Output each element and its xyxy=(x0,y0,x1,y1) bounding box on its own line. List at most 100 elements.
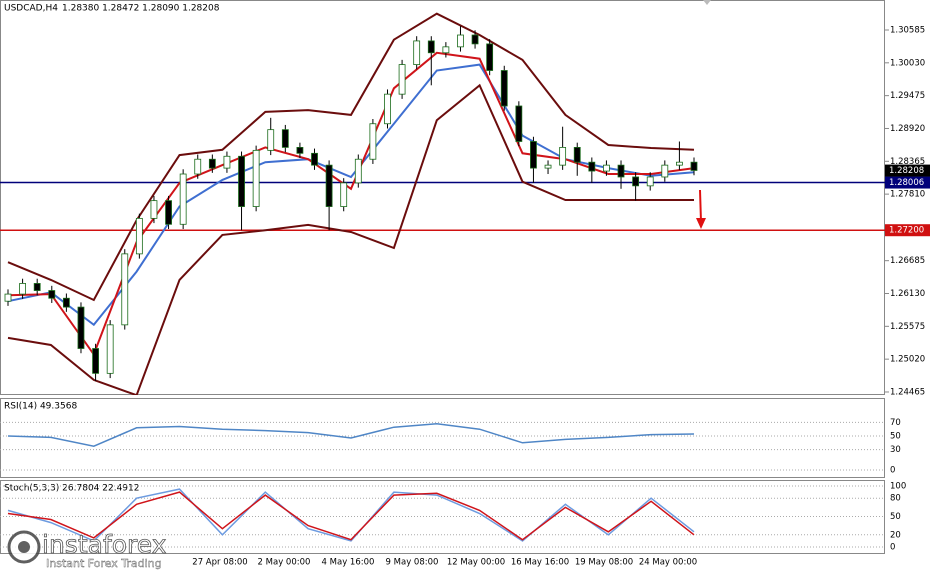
logo-icon-core xyxy=(18,541,30,553)
ohlc-header: 1.28380 1.28472 1.28090 1.28208 xyxy=(62,4,220,14)
candle-body xyxy=(208,158,216,169)
candle-body xyxy=(121,253,129,326)
x-tick-label: 27 Apr 08:00 xyxy=(192,558,247,568)
candle-body xyxy=(661,164,669,178)
candle-body xyxy=(4,293,12,302)
candle-body xyxy=(267,129,275,151)
candle-body xyxy=(413,40,421,65)
candle-body xyxy=(354,158,362,184)
indicator-line xyxy=(7,83,694,395)
indicator-line xyxy=(7,488,695,542)
candle-body xyxy=(62,297,70,308)
y-tick-label: 1.27810 xyxy=(890,190,925,200)
candle-body xyxy=(632,176,640,187)
candle-body xyxy=(544,164,552,169)
candle-body xyxy=(325,164,333,207)
frames xyxy=(0,0,885,554)
candle-body xyxy=(238,155,245,207)
arrow-shaft xyxy=(699,189,702,223)
y-tick-label: 1.25575 xyxy=(890,322,925,332)
y-tick-label: 50 xyxy=(890,432,901,442)
y-tick-label: 50 xyxy=(890,512,901,522)
chart-title: USDCAD,H4 xyxy=(4,4,58,14)
x-tick-label: 2 May 00:00 xyxy=(258,558,311,568)
y-tick-label: 80 xyxy=(890,494,901,504)
x-tick-label: 4 May 16:00 xyxy=(322,558,375,568)
candle-body xyxy=(573,147,581,163)
candle-body xyxy=(340,182,348,207)
y-tick-label: 1.26130 xyxy=(890,289,925,299)
price-panel xyxy=(0,0,885,395)
y-tick-label: 1.28365 xyxy=(890,157,925,167)
indicator-line xyxy=(7,12,695,302)
last-price-tag xyxy=(885,164,930,177)
candle-body xyxy=(690,161,698,171)
candle-body xyxy=(427,40,435,54)
x-tick-label: 16 May 16:00 xyxy=(511,558,569,568)
y-tick-label: 1.24465 xyxy=(890,387,925,397)
candle-body xyxy=(223,155,231,169)
candle-body xyxy=(646,176,654,187)
y-tick-label: 1.28920 xyxy=(890,124,925,134)
candle-body xyxy=(486,43,494,71)
candle-body xyxy=(442,46,450,54)
candle-body xyxy=(398,64,406,95)
x-tick-label: 19 May 08:00 xyxy=(575,558,633,568)
indicator-title: Stoch(5,3,3) 26.7804 22.4912 xyxy=(4,484,139,494)
logo-name: instaforex xyxy=(42,530,167,559)
candle-body xyxy=(150,200,158,219)
indicator-line xyxy=(7,491,695,541)
candle-body xyxy=(471,34,479,45)
rsi-panel xyxy=(0,398,885,478)
level-tag xyxy=(885,224,930,237)
candle-body xyxy=(530,141,537,169)
candle-body xyxy=(179,173,187,225)
candle-body xyxy=(77,306,85,349)
y-tick-label: 70 xyxy=(890,418,901,428)
logo: instaforex Instant Forex Trading xyxy=(7,530,167,570)
candle-body xyxy=(252,149,260,207)
candle-body xyxy=(457,34,464,48)
y-tick-label: 1.30030 xyxy=(890,58,925,68)
level-label: 1.28006 xyxy=(889,178,924,188)
candle-body xyxy=(515,105,523,142)
candle-body xyxy=(311,152,318,166)
y-tick-label: 1.26685 xyxy=(890,256,925,266)
candle-body xyxy=(588,161,596,172)
logo-tagline: Instant Forex Trading xyxy=(46,557,162,570)
y-tick-label: 0 xyxy=(890,466,895,476)
candle-body xyxy=(617,164,625,178)
candle-body xyxy=(165,200,172,225)
y-tick-label: 100 xyxy=(890,482,906,492)
x-tick-label: 12 May 00:00 xyxy=(447,558,505,568)
indicator-line xyxy=(7,423,695,447)
shift-marker xyxy=(703,0,711,5)
y-tick-label: 0 xyxy=(890,543,895,553)
arrow-head xyxy=(696,218,706,229)
x-tick-label: 9 May 08:00 xyxy=(386,558,439,568)
candle-body xyxy=(500,70,508,107)
last-price-label: 1.28208 xyxy=(889,166,924,176)
candle-body xyxy=(19,283,26,295)
candle-body xyxy=(135,217,143,255)
y-tick-label: 30 xyxy=(890,445,901,455)
candle-body xyxy=(603,164,610,172)
x-tick-label: 24 May 00:00 xyxy=(639,558,697,568)
indicator-title: RSI(14) 49.3568 xyxy=(4,402,77,412)
candle-body xyxy=(33,283,41,291)
candle-body xyxy=(48,290,56,299)
candle-body xyxy=(281,129,289,148)
level-label: 1.27200 xyxy=(889,226,924,236)
candle-body xyxy=(384,93,391,125)
y-tick-label: 1.25020 xyxy=(890,355,925,365)
y-tick-label: 1.29475 xyxy=(890,91,925,101)
candle-body xyxy=(559,147,567,166)
candle-body xyxy=(92,348,99,374)
y-tick-label: 1.30585 xyxy=(890,25,925,35)
candle-body xyxy=(369,123,377,160)
candle-body xyxy=(106,324,114,374)
candle-body xyxy=(194,158,202,175)
